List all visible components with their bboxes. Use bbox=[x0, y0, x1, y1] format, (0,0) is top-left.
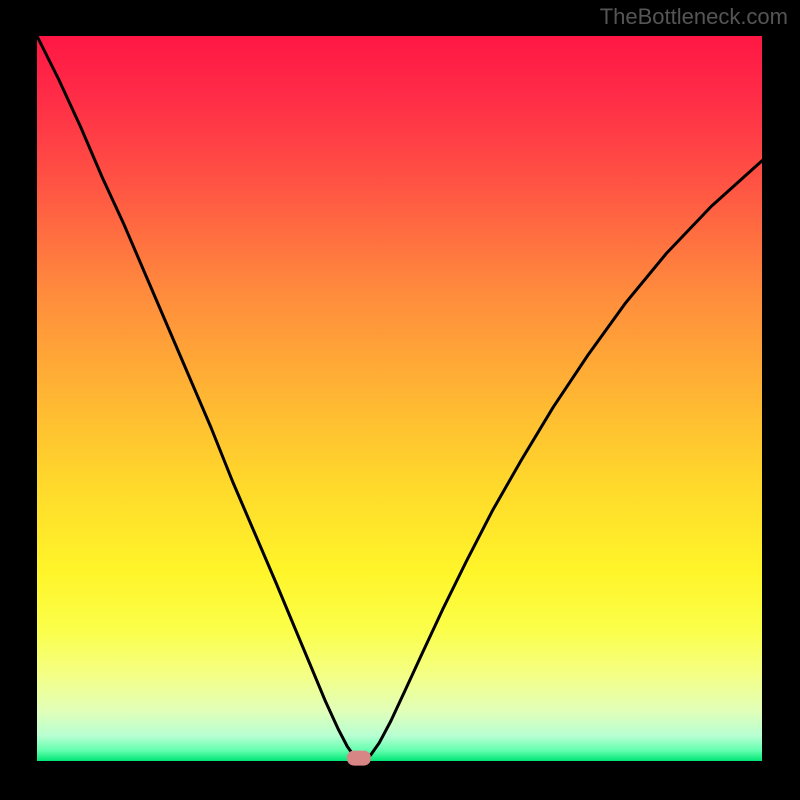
chart-root: TheBottleneck.com bbox=[0, 0, 800, 800]
optimum-marker bbox=[347, 751, 371, 766]
watermark-text: TheBottleneck.com bbox=[600, 4, 788, 30]
bottleneck-chart bbox=[0, 0, 800, 800]
plot-gradient-area bbox=[37, 36, 762, 761]
